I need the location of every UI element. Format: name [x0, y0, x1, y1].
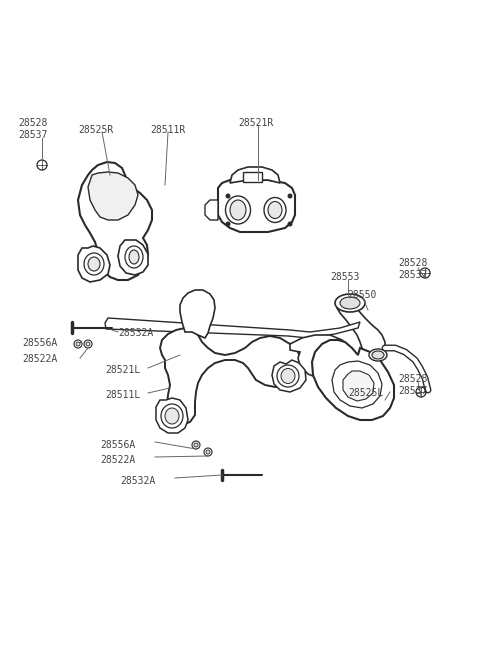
- Ellipse shape: [84, 340, 92, 348]
- Ellipse shape: [206, 450, 210, 454]
- Text: 28532A: 28532A: [118, 328, 153, 338]
- Text: 28511L: 28511L: [105, 390, 140, 400]
- Ellipse shape: [161, 404, 183, 428]
- Ellipse shape: [340, 297, 360, 309]
- Ellipse shape: [230, 200, 246, 220]
- Text: 28532A: 28532A: [120, 476, 155, 486]
- Ellipse shape: [125, 246, 143, 268]
- Polygon shape: [332, 361, 382, 408]
- Text: 28522A: 28522A: [100, 455, 135, 465]
- Ellipse shape: [288, 194, 292, 198]
- Ellipse shape: [268, 202, 282, 219]
- Text: 28528
28537: 28528 28537: [398, 374, 427, 396]
- Polygon shape: [160, 328, 302, 425]
- Ellipse shape: [335, 294, 365, 312]
- Polygon shape: [272, 360, 306, 392]
- Polygon shape: [243, 172, 262, 182]
- Ellipse shape: [226, 194, 230, 198]
- Polygon shape: [118, 240, 148, 275]
- Ellipse shape: [74, 340, 82, 348]
- Text: 28550: 28550: [347, 290, 376, 300]
- Text: 28528
28537: 28528 28537: [18, 118, 48, 139]
- Ellipse shape: [288, 222, 292, 226]
- Ellipse shape: [372, 351, 384, 359]
- Polygon shape: [180, 290, 215, 338]
- Text: 28556A: 28556A: [22, 338, 57, 348]
- Ellipse shape: [277, 365, 299, 387]
- Text: 28522A: 28522A: [22, 354, 57, 364]
- Polygon shape: [312, 340, 394, 420]
- Polygon shape: [78, 246, 110, 282]
- Ellipse shape: [76, 342, 80, 346]
- Ellipse shape: [226, 222, 230, 226]
- Text: 28525R: 28525R: [78, 125, 113, 135]
- Ellipse shape: [204, 448, 212, 456]
- Ellipse shape: [86, 342, 90, 346]
- Text: 28511R: 28511R: [150, 125, 185, 135]
- Ellipse shape: [281, 369, 295, 384]
- Ellipse shape: [226, 196, 251, 224]
- Text: 28556A: 28556A: [100, 440, 135, 450]
- Polygon shape: [88, 172, 138, 220]
- Ellipse shape: [369, 349, 387, 361]
- Ellipse shape: [165, 408, 179, 424]
- Ellipse shape: [129, 250, 139, 264]
- Text: 28525L: 28525L: [348, 388, 383, 398]
- Text: 28521L: 28521L: [105, 365, 140, 375]
- Polygon shape: [290, 335, 352, 378]
- Polygon shape: [78, 162, 152, 280]
- Polygon shape: [218, 180, 295, 232]
- Polygon shape: [205, 200, 218, 220]
- Ellipse shape: [192, 441, 200, 449]
- Polygon shape: [105, 318, 360, 338]
- Ellipse shape: [264, 198, 286, 223]
- Text: 28521R: 28521R: [238, 118, 273, 128]
- Ellipse shape: [84, 253, 104, 275]
- Polygon shape: [343, 371, 374, 401]
- Ellipse shape: [88, 257, 100, 271]
- Ellipse shape: [194, 443, 198, 447]
- Text: 28528
28537: 28528 28537: [398, 258, 427, 280]
- Polygon shape: [337, 300, 385, 358]
- Polygon shape: [156, 398, 188, 433]
- Polygon shape: [230, 167, 280, 183]
- Text: 28553: 28553: [330, 272, 360, 282]
